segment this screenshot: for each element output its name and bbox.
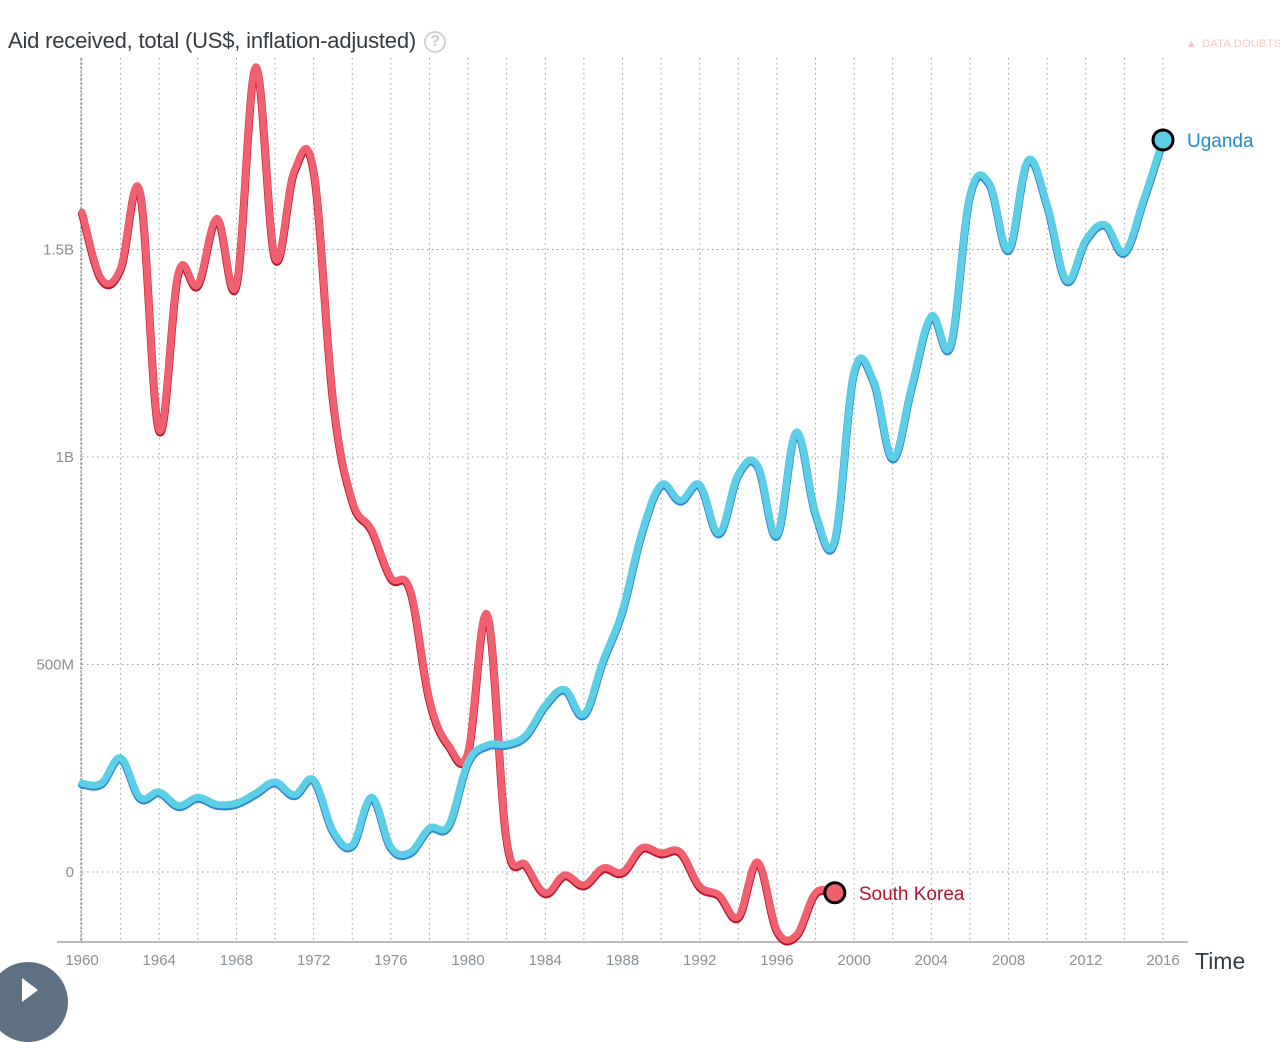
data-doubts-label: DATA DOUBTS xyxy=(1202,38,1280,50)
series-label-south-korea: South Korea xyxy=(859,884,965,905)
chart-title-text: Aid received, total (US$, inflation-adju… xyxy=(8,28,416,53)
x-tick-label: 1984 xyxy=(529,952,562,969)
y-tick-label: 1B xyxy=(56,449,74,466)
x-tick-label: 1960 xyxy=(65,952,98,969)
series-end-marker-uganda xyxy=(1151,128,1175,152)
y-tick-label: 500M xyxy=(36,657,74,674)
x-tick-label: 1988 xyxy=(606,952,639,969)
y-tick-label: 0 xyxy=(66,864,74,881)
axes: 0 500M 1B 1.5B 1960 1964 1968 1972 1976 1980 1984 1… xyxy=(36,58,1245,974)
series-labels: South Korea Uganda xyxy=(859,131,1254,905)
x-tick-label: 1996 xyxy=(760,952,793,969)
series-line-south-korea xyxy=(78,63,839,944)
x-tick-label: 2012 xyxy=(1069,952,1102,969)
question-circle-icon[interactable]: ? xyxy=(424,31,446,53)
warning-triangle-icon: ▲ xyxy=(1186,38,1198,50)
x-tick-label: 2008 xyxy=(992,952,1025,969)
x-tick-label: 2000 xyxy=(837,952,870,969)
x-tick-label: 2004 xyxy=(915,952,948,969)
x-tick-label: 1964 xyxy=(143,952,176,969)
play-icon xyxy=(22,978,38,1002)
x-tick-label: 1980 xyxy=(451,952,484,969)
x-tick-label: 1972 xyxy=(297,952,330,969)
x-tick-label: 1976 xyxy=(374,952,407,969)
y-tick-label: 1.5B xyxy=(43,242,74,259)
series-label-uganda: Uganda xyxy=(1187,131,1254,152)
grid xyxy=(81,58,1168,942)
series xyxy=(78,63,1175,946)
series-end-marker-south-korea xyxy=(823,881,847,905)
chart-title: Aid received, total (US$, inflation-adju… xyxy=(8,28,446,54)
series-line-uganda xyxy=(78,136,1167,859)
x-tick-label: 1992 xyxy=(683,952,716,969)
x-tick-label: 2016 xyxy=(1146,952,1179,969)
data-doubts-link[interactable]: ▲ DATA DOUBTS xyxy=(1186,38,1280,50)
x-axis-title: Time xyxy=(1195,948,1245,974)
line-chart: 0 500M 1B 1.5B 1960 1964 1968 1972 1976 1980 1984 1… xyxy=(36,58,1254,974)
x-tick-label: 1968 xyxy=(220,952,253,969)
